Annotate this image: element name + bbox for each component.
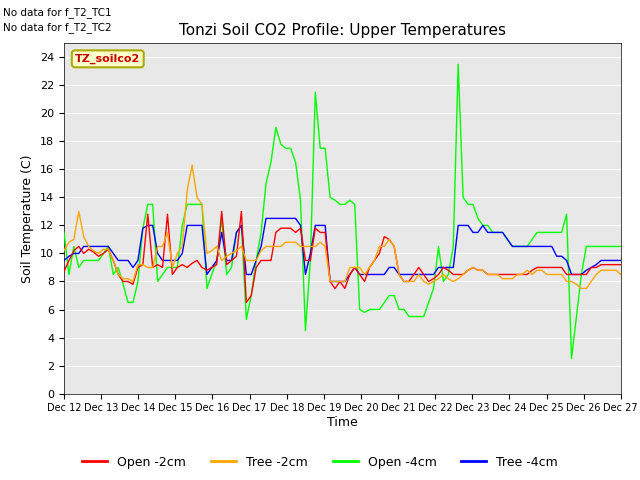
Text: No data for f_T2_TC2: No data for f_T2_TC2 [3, 22, 112, 33]
Y-axis label: Soil Temperature (C): Soil Temperature (C) [22, 154, 35, 283]
Legend: Open -2cm, Tree -2cm, Open -4cm, Tree -4cm: Open -2cm, Tree -2cm, Open -4cm, Tree -4… [77, 451, 563, 474]
Title: Tonzi Soil CO2 Profile: Upper Temperatures: Tonzi Soil CO2 Profile: Upper Temperatur… [179, 23, 506, 38]
Text: No data for f_T2_TC1: No data for f_T2_TC1 [3, 7, 112, 18]
X-axis label: Time: Time [327, 416, 358, 429]
Text: TZ_soilco2: TZ_soilco2 [75, 54, 140, 64]
